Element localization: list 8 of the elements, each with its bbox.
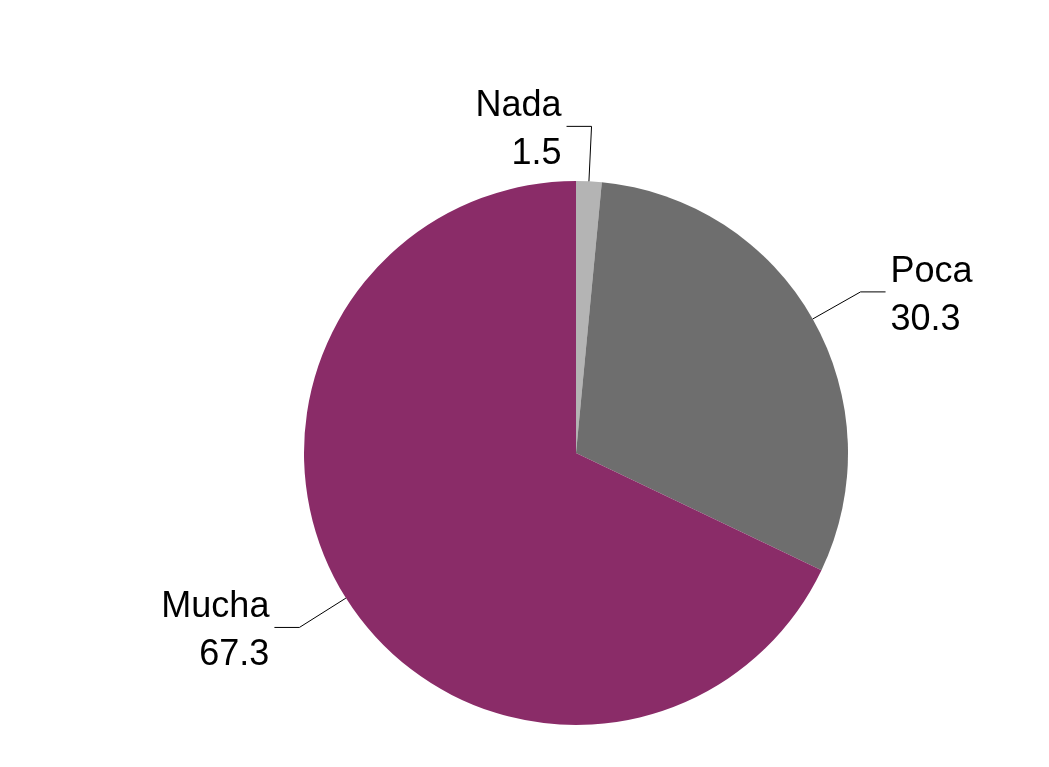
data-label: 67.3 bbox=[199, 632, 270, 674]
pie-slice bbox=[576, 182, 848, 571]
slice-label: Poca bbox=[890, 248, 974, 290]
data-label: 30.3 bbox=[890, 296, 961, 338]
slice-label: Mucha bbox=[161, 584, 271, 626]
data-label: 1.5 bbox=[511, 131, 562, 173]
pie-slice bbox=[304, 181, 822, 725]
slice-label: Nada bbox=[475, 83, 563, 125]
